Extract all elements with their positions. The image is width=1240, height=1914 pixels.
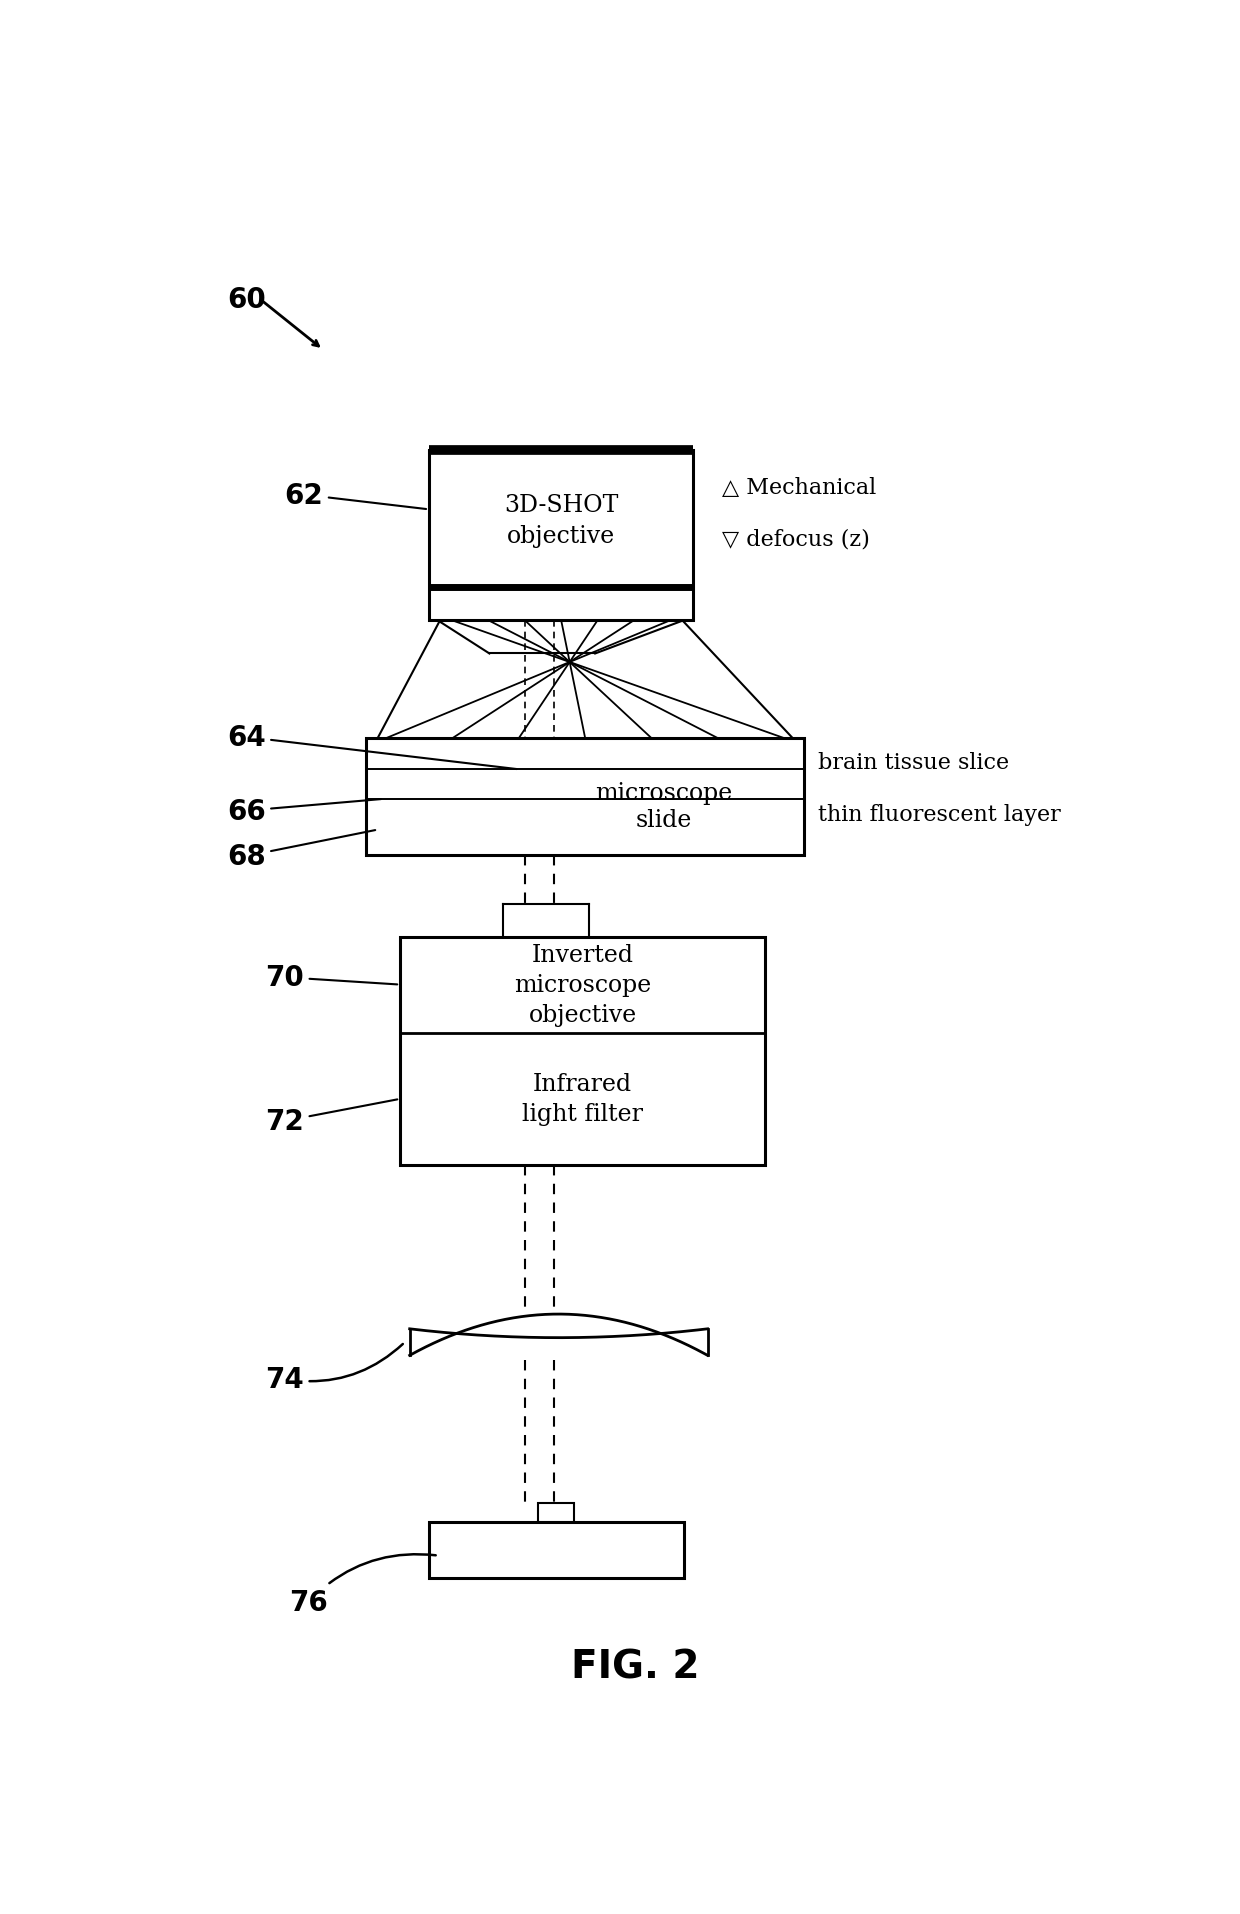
Text: 64: 64	[227, 723, 517, 769]
Text: 76: 76	[289, 1554, 435, 1615]
Text: ▽ defocus (z): ▽ defocus (z)	[722, 528, 870, 549]
Text: 74: 74	[265, 1344, 403, 1393]
Text: microscope
slide: microscope slide	[595, 781, 733, 831]
Text: Inverted
microscope
objective: Inverted microscope objective	[515, 944, 651, 1026]
Text: 70: 70	[265, 965, 397, 991]
Text: thin fluorescent layer: thin fluorescent layer	[818, 804, 1061, 825]
Text: 3D-SHOT
objective: 3D-SHOT objective	[503, 494, 619, 547]
Text: brain tissue slice: brain tissue slice	[818, 752, 1009, 773]
Bar	[538, 1502, 574, 1522]
Text: Infrared
light filter: Infrared light filter	[522, 1072, 644, 1125]
Text: 72: 72	[265, 1101, 397, 1135]
Bar	[429, 1522, 683, 1579]
Text: 62: 62	[284, 480, 427, 509]
Text: FIG. 2: FIG. 2	[572, 1648, 699, 1686]
Bar	[429, 452, 693, 620]
Text: 66: 66	[227, 798, 381, 825]
Text: △ Mechanical: △ Mechanical	[722, 477, 877, 500]
Bar	[401, 938, 765, 1166]
Text: 68: 68	[227, 831, 376, 871]
Text: 60: 60	[227, 285, 265, 314]
Bar	[367, 739, 804, 856]
